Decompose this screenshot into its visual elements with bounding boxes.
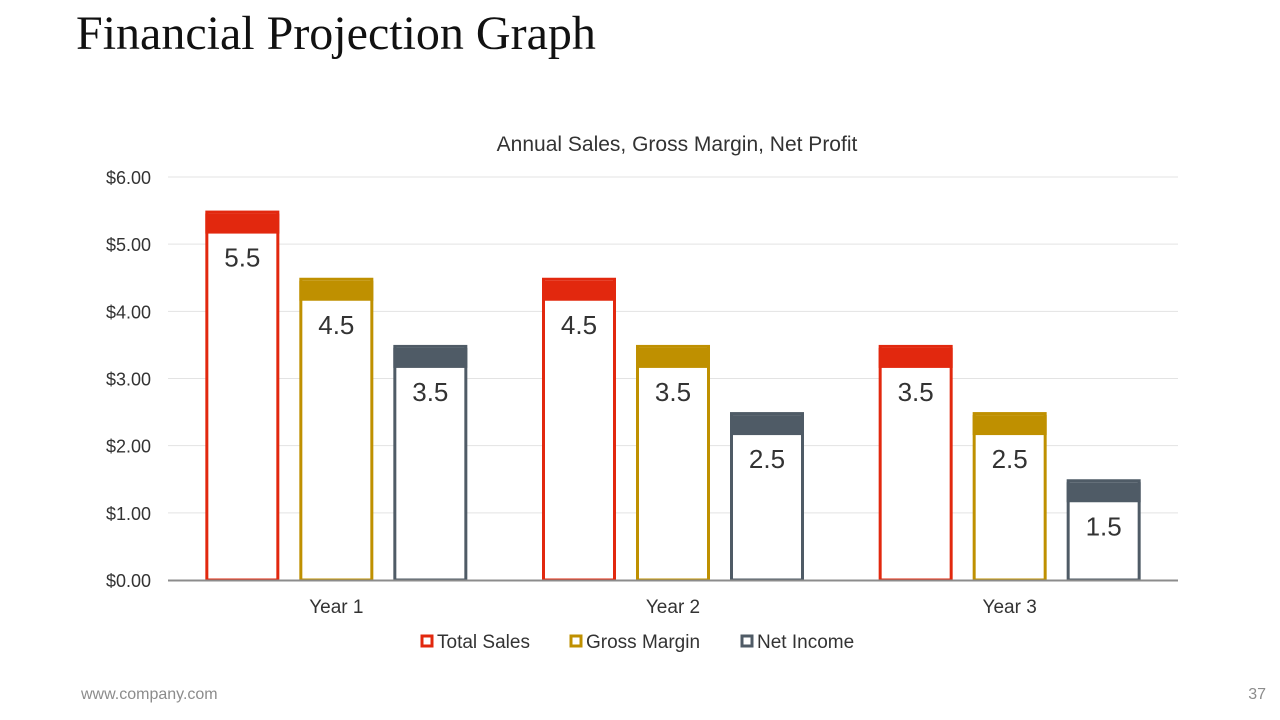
x-tick-label: Year 1 bbox=[309, 597, 363, 618]
data-label: 3.5 bbox=[898, 377, 934, 407]
bar-cap bbox=[636, 347, 710, 368]
legend-swatch bbox=[420, 634, 434, 648]
data-label: 4.5 bbox=[561, 310, 597, 340]
data-label: 5.5 bbox=[224, 243, 260, 273]
data-label: 2.5 bbox=[749, 444, 785, 474]
footer-url: www.company.com bbox=[81, 686, 218, 703]
legend-label: Net Income bbox=[757, 632, 854, 653]
y-tick-label: $0.00 bbox=[106, 571, 151, 591]
page-number: 37 bbox=[1248, 686, 1266, 703]
bar-cap bbox=[542, 280, 616, 301]
y-tick-label: $4.00 bbox=[106, 302, 151, 322]
bar-cap bbox=[299, 280, 374, 301]
page-title: Financial Projection Graph bbox=[76, 7, 596, 60]
bar-cap bbox=[878, 347, 953, 368]
bar bbox=[972, 412, 1047, 582]
legend-label: Gross Margin bbox=[586, 632, 700, 653]
y-tick-label: $5.00 bbox=[106, 235, 151, 255]
bar-cap bbox=[1066, 482, 1141, 503]
data-label: 3.5 bbox=[655, 377, 691, 407]
chart-title: Annual Sales, Gross Margin, Net Profit bbox=[497, 133, 858, 156]
legend-label: Total Sales bbox=[437, 632, 530, 653]
y-tick-label: $6.00 bbox=[106, 168, 151, 188]
data-label: 1.5 bbox=[1086, 511, 1122, 541]
bar-cap bbox=[730, 415, 804, 436]
x-tick-label: Year 3 bbox=[983, 597, 1037, 618]
data-label: 3.5 bbox=[412, 377, 448, 407]
x-tick-label: Year 2 bbox=[646, 597, 700, 618]
data-label: 2.5 bbox=[992, 444, 1028, 474]
data-label: 4.5 bbox=[318, 310, 354, 340]
bar-cap bbox=[393, 347, 468, 368]
legend-swatch bbox=[569, 634, 583, 648]
y-tick-label: $3.00 bbox=[106, 370, 151, 390]
bar-cap bbox=[972, 415, 1047, 436]
y-tick-label: $2.00 bbox=[106, 437, 151, 457]
bar bbox=[205, 210, 280, 582]
bar bbox=[730, 412, 804, 582]
bar-cap bbox=[205, 213, 280, 234]
y-tick-label: $1.00 bbox=[106, 504, 151, 524]
legend-swatch bbox=[740, 634, 754, 648]
